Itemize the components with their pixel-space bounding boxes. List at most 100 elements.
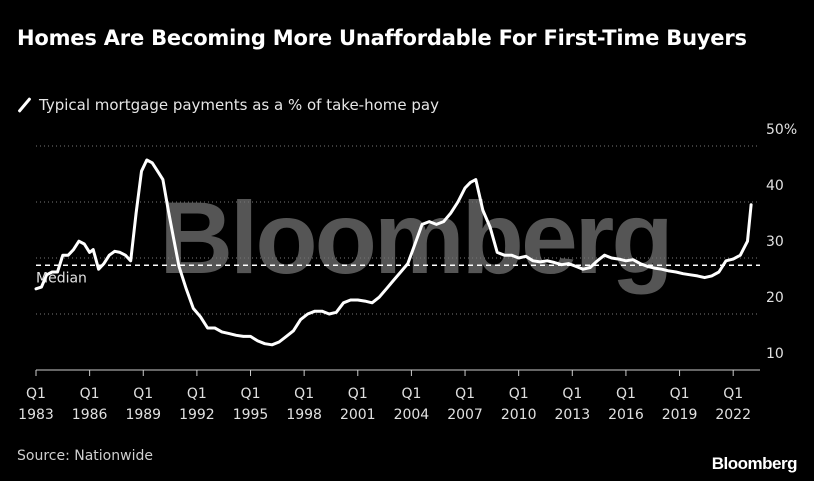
data-point (531, 259, 535, 262)
x-tick-label-quarter: Q1 (187, 386, 207, 402)
data-point (739, 254, 742, 257)
data-point (717, 270, 721, 274)
data-point (97, 268, 100, 271)
data-point (227, 332, 231, 335)
data-point (481, 209, 485, 212)
data-point (77, 240, 81, 243)
x-tick-label-quarter: Q1 (348, 386, 368, 402)
data-point (67, 254, 70, 257)
data-point (206, 326, 209, 330)
data-point (469, 181, 472, 184)
x-tick-label-quarter: Q1 (562, 386, 582, 402)
source-note: Source: Nationwide (17, 448, 153, 464)
data-point (299, 318, 302, 321)
chart-title: Homes Are Becoming More Unaffordable For… (17, 26, 747, 50)
data-point (50, 270, 54, 274)
data-point (285, 335, 288, 338)
x-tick-label-quarter: Q1 (616, 386, 636, 402)
data-point (313, 310, 317, 313)
data-point (510, 254, 513, 257)
data-point (113, 250, 116, 253)
data-point (631, 258, 635, 261)
y-tick-label: 20 (766, 290, 784, 306)
data-point (681, 272, 685, 275)
data-point (349, 298, 352, 302)
data-point (370, 301, 374, 304)
data-point (292, 329, 295, 332)
legend: Typical mortgage payments as a % of take… (17, 96, 439, 114)
data-point (674, 270, 678, 274)
x-tick-label-year: 2007 (447, 407, 483, 423)
data-point (553, 261, 556, 264)
data-point (435, 223, 438, 226)
x-tick-label-year: 1998 (286, 407, 322, 423)
data-point (134, 212, 138, 215)
data-point (646, 265, 649, 268)
data-point (596, 259, 599, 262)
x-tick-label-year: 2010 (501, 407, 537, 423)
x-tick-label-quarter: Q1 (80, 386, 100, 402)
data-point (220, 330, 224, 334)
x-tick-label-year: 2022 (715, 407, 751, 423)
data-point (172, 237, 175, 240)
data-point (653, 266, 656, 270)
data-point (378, 296, 381, 299)
x-tick-label-year: 2001 (340, 407, 376, 423)
data-point (88, 251, 91, 254)
data-point (177, 265, 181, 268)
x-tick-label-year: 1992 (179, 407, 215, 423)
data-point (617, 257, 620, 261)
data-point (488, 226, 492, 229)
data-point (167, 209, 170, 212)
data-point (61, 254, 64, 257)
data-point (428, 220, 431, 223)
x-tick-label-year: 2019 (662, 407, 698, 423)
data-point (277, 340, 281, 344)
data-point (306, 312, 309, 316)
data-point (517, 256, 520, 260)
data-point (83, 242, 86, 246)
data-point (385, 287, 388, 290)
data-point (703, 276, 706, 279)
data-point (581, 268, 585, 271)
data-point (603, 254, 606, 257)
x-tick-label-year: 2016 (608, 407, 644, 423)
data-point (413, 242, 417, 246)
data-point (34, 287, 38, 290)
data-point (503, 254, 506, 257)
data-point (118, 251, 122, 254)
x-tick-label-quarter: Q1 (133, 386, 153, 402)
data-point (538, 260, 542, 264)
y-tick-label: 30 (766, 234, 784, 250)
data-point (589, 266, 592, 269)
data-point (406, 262, 409, 265)
y-tick-label: 10 (766, 346, 784, 362)
data-point (356, 298, 359, 302)
y-tick-label: 40 (766, 178, 784, 194)
data-point (749, 203, 753, 206)
data-point (72, 248, 75, 251)
x-tick-label-year: 1995 (233, 407, 269, 423)
data-point (40, 285, 43, 289)
x-tick-label-quarter: Q1 (509, 386, 529, 402)
data-point (689, 273, 692, 276)
data-point (392, 279, 395, 282)
data-point (639, 262, 642, 265)
x-tick-label-year: 2004 (394, 407, 430, 423)
x-tick-label-year: 1989 (125, 407, 161, 423)
data-point (610, 256, 613, 260)
x-tick-label-quarter: Q1 (401, 386, 421, 402)
brand-logo: Bloomberg (711, 454, 798, 473)
x-tick-label-quarter: Q1 (294, 386, 314, 402)
data-point (145, 158, 148, 162)
data-point (249, 335, 252, 338)
data-point (92, 248, 95, 251)
data-point (732, 257, 735, 261)
data-point (161, 178, 165, 181)
data-point (363, 299, 367, 303)
data-point (667, 269, 670, 273)
data-point (456, 200, 460, 204)
x-tick-label-year: 2013 (554, 407, 590, 423)
x-tick-label-year: 1983 (18, 407, 54, 423)
data-point (546, 259, 549, 262)
